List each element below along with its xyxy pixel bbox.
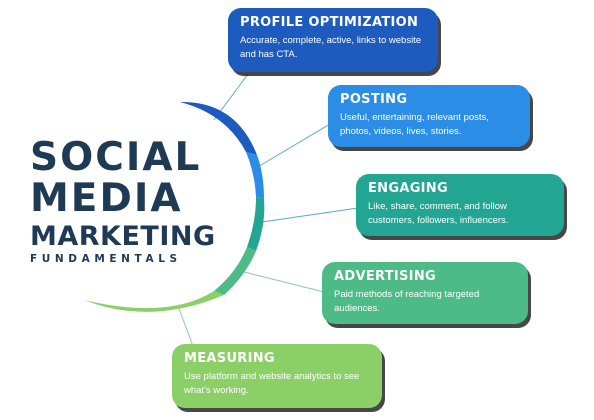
arc-segment-profile (180, 101, 257, 155)
card-description: Like, share, comment, and follow custome… (368, 201, 509, 226)
card-description: Accurate, complete, active, links to web… (240, 35, 422, 60)
connector-posting (255, 123, 331, 169)
card-description: Use platform and website analytics to se… (184, 371, 360, 396)
card-description: Useful, entertaining, relevant posts, ph… (340, 112, 489, 137)
title-line-social: SOCIAL (30, 135, 202, 180)
title-block: SOCIAL MEDIA MARKETING FUNDAMENTALS (30, 138, 220, 265)
card-title: MEASURING (184, 351, 275, 366)
card-posting: POSTING Useful, entertaining, relevant p… (328, 85, 530, 147)
connector-advertising (235, 269, 325, 293)
card-title: ENGAGING (368, 181, 448, 196)
title-line-fundamentals: FUNDAMENTALS (30, 253, 182, 265)
card-measuring: MEASURING Use platform and website analy… (172, 344, 382, 408)
card-advertising: ADVERTISING Paid methods of reaching tar… (322, 262, 528, 324)
arc-segment-measuring (84, 291, 224, 312)
arc-segment-posting (246, 152, 264, 199)
card-profile-optimization: PROFILE OPTIMIZATION Accurate, complete,… (228, 8, 438, 72)
connector-engaging (261, 207, 359, 223)
card-engaging: ENGAGING Like, share, comment, and follo… (356, 174, 564, 236)
title-line-marketing: MARKETING (30, 221, 216, 252)
card-description: Paid methods of reaching targeted audien… (334, 289, 480, 314)
title-line-media: MEDIA (30, 176, 183, 221)
card-title: POSTING (340, 92, 408, 107)
arc-segment-engaging (247, 197, 265, 251)
connector-measuring (177, 305, 194, 347)
card-title: ADVERTISING (334, 269, 436, 284)
arc-segment-advertising (214, 247, 256, 295)
card-title: PROFILE OPTIMIZATION (240, 15, 419, 30)
